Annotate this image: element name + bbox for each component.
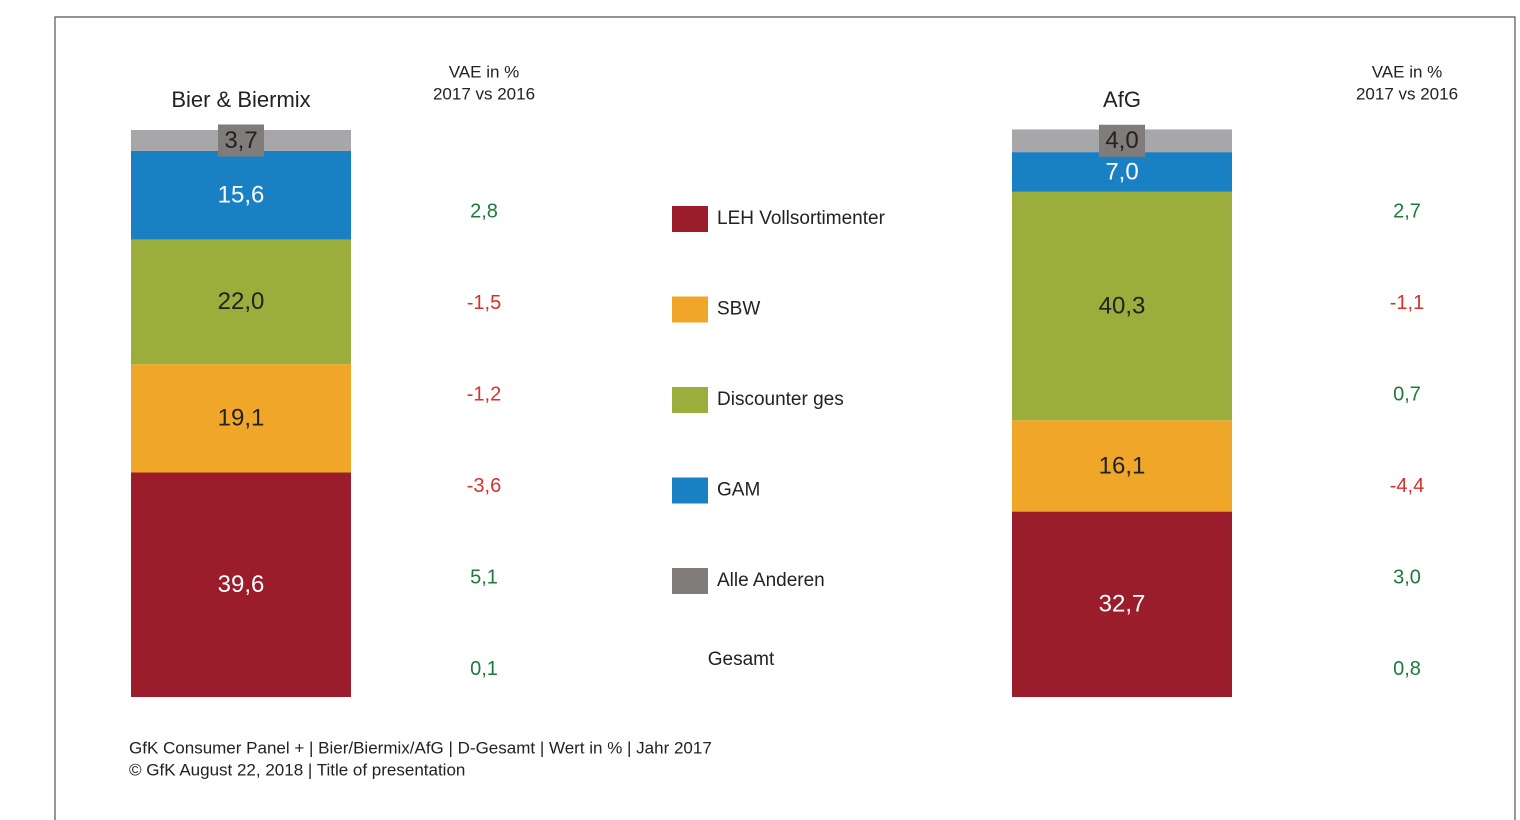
change-label: 5,1	[470, 566, 498, 588]
legend-label: Alle Anderen	[717, 570, 825, 591]
bar-segment	[131, 472, 351, 697]
value-label: 16,1	[1099, 452, 1146, 479]
legend-swatch	[672, 296, 708, 323]
value-label: 32,7	[1099, 591, 1146, 618]
footer: © GfK August 22, 2018 | Title of present…	[129, 760, 465, 779]
value-label: 40,3	[1099, 292, 1146, 319]
value-label: 4,0	[1105, 127, 1138, 154]
legend-label: Discounter ges	[717, 389, 844, 410]
value-label: 39,6	[218, 571, 265, 598]
change-label: 2,7	[1393, 200, 1421, 222]
bar-title: AfG	[1103, 87, 1141, 112]
value-label-box	[218, 124, 264, 157]
legend-label: GAM	[717, 480, 760, 501]
value-label: 15,6	[218, 182, 265, 209]
frame	[54, 16, 1516, 820]
bar-segment	[1012, 511, 1232, 697]
change-label: -3,6	[467, 475, 501, 497]
bar-segment	[131, 239, 351, 365]
change-label: -1,1	[1390, 292, 1424, 314]
change-header: 2017 vs 2016	[433, 84, 535, 103]
total-label: Gesamt	[708, 649, 775, 670]
change-label: 2,8	[470, 200, 498, 222]
legend-swatch	[672, 477, 708, 504]
change-header: VAE in %	[1372, 62, 1443, 81]
total-change-label: 0,8	[1393, 658, 1421, 680]
legend-label: SBW	[717, 299, 760, 320]
bar-segment	[1012, 420, 1232, 512]
bar-segment	[131, 364, 351, 473]
bar-segment	[1012, 191, 1232, 421]
legend-swatch	[672, 387, 708, 413]
legend-swatch	[672, 206, 708, 232]
total-change-label: 0,1	[470, 658, 498, 680]
change-header: VAE in %	[449, 62, 520, 81]
value-label: 3,7	[224, 127, 257, 154]
value-label-box	[1099, 124, 1145, 157]
bar-title: Bier & Biermix	[171, 87, 310, 112]
change-label: -4,4	[1390, 475, 1424, 497]
bar-segment	[1012, 152, 1232, 192]
value-label: 7,0	[1105, 158, 1138, 185]
change-label: -1,2	[467, 383, 501, 405]
value-label: 19,1	[218, 405, 265, 432]
legend-swatch	[672, 568, 708, 594]
change-header: 2017 vs 2016	[1356, 84, 1458, 103]
value-label: 22,0	[218, 288, 265, 315]
change-label: -1,5	[467, 292, 501, 314]
change-label: 3,0	[1393, 566, 1421, 588]
legend-label: LEH Vollsortimenter	[717, 208, 886, 229]
bar-segment	[131, 150, 351, 240]
change-label: 0,7	[1393, 383, 1421, 405]
footer: GfK Consumer Panel + | Bier/Biermix/AfG …	[129, 738, 712, 757]
